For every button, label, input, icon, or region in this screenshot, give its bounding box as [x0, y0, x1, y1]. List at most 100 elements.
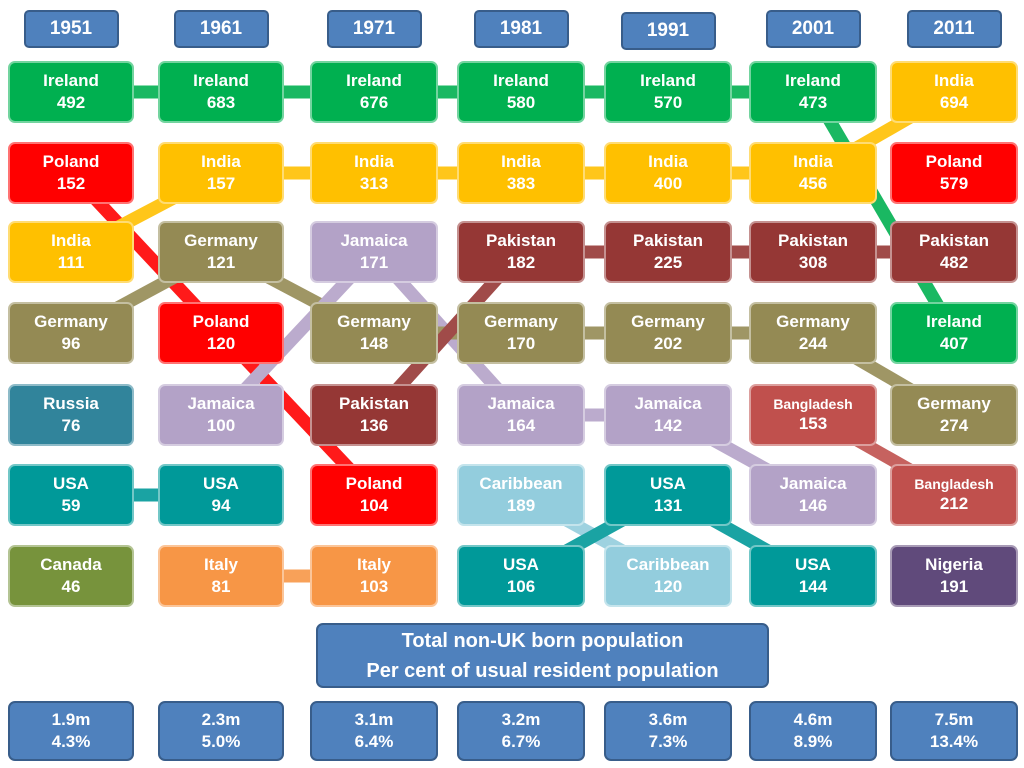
year-header-1961: 1961 [173, 10, 269, 48]
total-percent: 8.9% [793, 732, 833, 751]
country-box-ireland-1991: Ireland 570 [604, 61, 732, 123]
country-value: 191 [939, 577, 969, 596]
country-value: 142 [653, 416, 683, 435]
country-value: 407 [939, 334, 969, 353]
country-name: India [201, 151, 241, 171]
country-box-usa-1961: USA 94 [158, 464, 284, 526]
total-box-1951: 1.9m 4.3% [8, 701, 134, 761]
country-box-usa-1951: USA 59 [8, 464, 134, 526]
country-box-jamaica-2001: Jamaica 146 [749, 464, 877, 526]
country-name: India [501, 151, 541, 171]
country-name: Ireland [43, 70, 99, 90]
country-value: 100 [206, 416, 236, 435]
country-value: 104 [359, 496, 389, 515]
year-header-2001: 2001 [765, 10, 861, 48]
country-name: Ireland [926, 311, 982, 331]
country-name: India [354, 151, 394, 171]
country-box-jamaica-1991: Jamaica 142 [604, 384, 732, 446]
country-value: 313 [359, 174, 389, 193]
country-name: Bangladesh [773, 395, 853, 412]
country-box-india-2001: India 456 [749, 142, 877, 204]
country-value: 683 [206, 93, 236, 112]
country-value: 244 [798, 334, 828, 353]
country-name: Pakistan [633, 230, 703, 250]
country-value: 182 [506, 253, 536, 272]
country-name: Italy [203, 554, 239, 574]
country-box-ireland-1971: Ireland 676 [310, 61, 438, 123]
country-name: India [934, 70, 974, 90]
country-name: Poland [42, 151, 100, 171]
country-box-poland-1961: Poland 120 [158, 302, 284, 364]
total-percent: 5.0% [201, 732, 241, 751]
country-value: 120 [206, 334, 236, 353]
totals-title-line2: Per cent of usual resident population [366, 659, 719, 682]
country-name: Caribbean [479, 473, 563, 493]
total-percent: 4.3% [51, 732, 91, 751]
country-box-germany-2001: Germany 244 [749, 302, 877, 364]
country-value: 383 [506, 174, 536, 193]
country-name: Germany [917, 393, 991, 413]
country-value: 152 [56, 174, 86, 193]
country-name: USA [503, 554, 539, 574]
country-box-bangladesh-2001: Bangladesh 153 [749, 384, 877, 446]
country-value: 59 [61, 496, 81, 515]
country-name: Canada [40, 554, 102, 574]
total-percent: 6.7% [501, 732, 541, 751]
country-value: 146 [798, 496, 828, 515]
country-value: 76 [61, 416, 81, 435]
country-name: Nigeria [925, 554, 983, 574]
country-name: Ireland [193, 70, 249, 90]
country-value: 153 [798, 414, 828, 434]
country-name: USA [53, 473, 89, 493]
country-box-germany-1991: Germany 202 [604, 302, 732, 364]
country-value: 120 [653, 577, 683, 596]
total-population: 3.2m [501, 709, 541, 729]
total-population: 1.9m [51, 709, 91, 729]
total-box-1961: 2.3m 5.0% [158, 701, 284, 761]
country-box-russia-1951: Russia 76 [8, 384, 134, 446]
country-value: 171 [359, 253, 389, 272]
country-box-jamaica-1961: Jamaica 100 [158, 384, 284, 446]
country-name: USA [795, 554, 831, 574]
total-population: 3.1m [354, 709, 394, 729]
year-header-1971: 1971 [326, 10, 422, 48]
country-value: 170 [506, 334, 536, 353]
country-box-germany-1961: Germany 121 [158, 221, 284, 283]
country-value: 456 [798, 174, 828, 193]
country-value: 111 [57, 253, 85, 272]
country-value: 131 [653, 496, 683, 515]
country-value: 473 [798, 93, 828, 112]
country-value: 202 [653, 334, 683, 353]
country-name: Germany [337, 311, 411, 331]
country-box-nigeria-2011: Nigeria 191 [890, 545, 1018, 607]
country-name: Russia [43, 393, 99, 413]
country-box-germany-2011: Germany 274 [890, 384, 1018, 446]
country-value: 579 [939, 174, 969, 193]
country-name: Ireland [493, 70, 549, 90]
connector-ireland-2001-2011 [807, 88, 960, 337]
country-box-india-1991: India 400 [604, 142, 732, 204]
country-name: Jamaica [634, 393, 702, 413]
country-box-usa-2001: USA 144 [749, 545, 877, 607]
country-box-germany-1951: Germany 96 [8, 302, 134, 364]
country-name: Bangladesh [914, 475, 994, 492]
country-value: 676 [359, 93, 389, 112]
country-name: India [51, 230, 91, 250]
country-name: USA [203, 473, 239, 493]
country-value: 148 [359, 334, 389, 353]
country-value: 694 [939, 93, 969, 112]
country-name: Poland [925, 151, 983, 171]
country-box-india-1961: India 157 [158, 142, 284, 204]
country-box-ireland-1951: Ireland 492 [8, 61, 134, 123]
year-header-2011: 2011 [906, 10, 1002, 48]
country-box-caribbean-1991: Caribbean 120 [604, 545, 732, 607]
country-box-india-1951: India 111 [8, 221, 134, 283]
country-name: Germany [631, 311, 705, 331]
country-name: Jamaica [187, 393, 255, 413]
country-name: Pakistan [919, 230, 989, 250]
country-box-india-2011: India 694 [890, 61, 1018, 123]
year-header-1951: 1951 [23, 10, 119, 48]
country-name: Pakistan [339, 393, 409, 413]
year-header-1981: 1981 [473, 10, 569, 48]
total-population: 4.6m [793, 709, 833, 729]
